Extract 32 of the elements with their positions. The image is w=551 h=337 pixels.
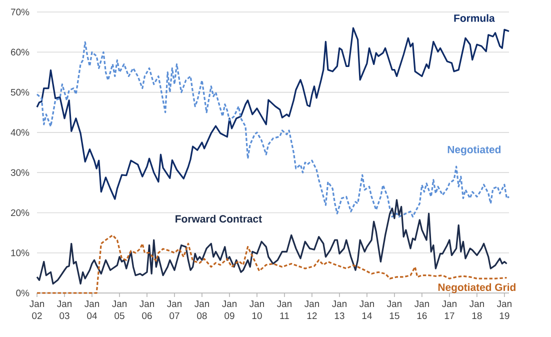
- x-tick-label: Jan 11: [276, 300, 292, 319]
- x-tick-label: Jan 06: [139, 300, 154, 320]
- x-tick-label: Jan 16: [414, 300, 429, 320]
- line-series: [36, 27, 510, 200]
- x-tick-label: Jan 09: [222, 300, 236, 320]
- series-label: Formula: [454, 14, 495, 22]
- x-tick-label: Jan 02: [30, 300, 44, 320]
- series-label: Negotiated Grid: [438, 283, 516, 294]
- y-tick-label: 70%: [11, 8, 30, 16]
- x-tick-label: Jan 19: [496, 300, 512, 320]
- x-tick-label: Jan 03: [57, 300, 72, 320]
- y-tick-label: 60%: [11, 48, 30, 56]
- series-label: Forward Contract: [176, 214, 262, 223]
- x-tick-label: Jan 17: [442, 300, 456, 319]
- x-tick-label: Jan 08: [194, 300, 209, 320]
- y-tick-label: 40%: [10, 129, 30, 136]
- x-tick-label: Jan 04: [84, 300, 100, 320]
- line-series: [36, 199, 508, 285]
- y-tick-label: 10%: [11, 250, 30, 256]
- x-tick-label: Jan 18: [469, 300, 484, 320]
- y-tick-label: 50%: [10, 88, 30, 96]
- y-tick-label: 30%: [10, 169, 30, 176]
- x-tick-label: Jan 13: [332, 300, 346, 320]
- x-tick-label: Jan 12: [304, 300, 319, 319]
- x-tick-label: Jan 15: [386, 300, 402, 320]
- y-tick-label: 0%: [16, 290, 30, 296]
- x-tick-label: Jan 05: [112, 300, 127, 320]
- x-tick-label: Jan 10: [249, 300, 264, 320]
- series-label: Negotiated: [448, 146, 501, 156]
- x-tick-label: Jan 07: [166, 300, 182, 320]
- y-tick-label: 20%: [11, 209, 30, 216]
- x-tick-label: Jan 14: [359, 300, 374, 319]
